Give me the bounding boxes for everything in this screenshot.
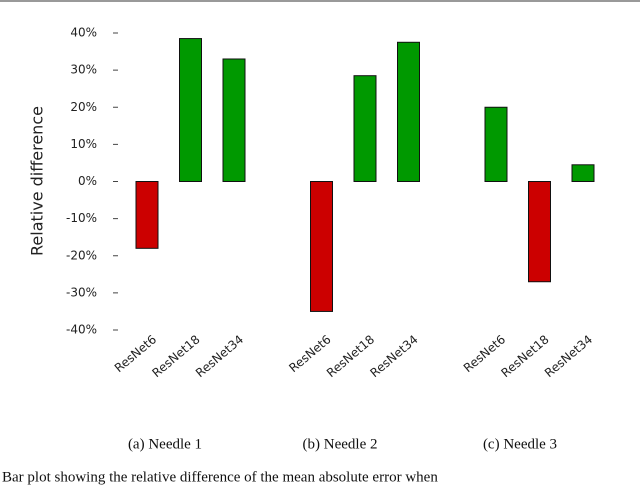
figure-caption: Bar plot showing the relative difference…	[2, 469, 438, 485]
bar	[571, 164, 595, 182]
x-tick-label: ResNet34	[367, 332, 420, 380]
bar	[310, 181, 333, 312]
y-tick-label: 20%	[70, 100, 97, 114]
y-tick-label: 40%	[70, 26, 97, 40]
bar	[397, 41, 420, 182]
y-tick-label: 30%	[70, 63, 97, 77]
x-tick-label: ResNet34	[193, 332, 246, 380]
y-tick-label: 10%	[70, 137, 97, 151]
y-tick-label: -40%	[66, 323, 97, 337]
y-tick-label: -30%	[66, 285, 97, 299]
y-tick-label: -10%	[66, 211, 97, 225]
y-tick-label: -20%	[66, 248, 97, 262]
x-tick-label: ResNet34	[542, 332, 595, 380]
subfigure-caption: (c) Needle 3	[483, 436, 557, 452]
bar	[179, 38, 202, 182]
bar	[135, 181, 159, 249]
y-axis-label: Relative difference	[28, 106, 47, 256]
bar	[528, 181, 551, 283]
subfigure-caption: (a) Needle 1	[128, 436, 202, 452]
y-tick-label: 0%	[78, 174, 97, 188]
subfigure-caption: (b) Needle 2	[303, 436, 378, 452]
bar	[484, 106, 508, 182]
bar	[353, 75, 377, 182]
bar	[222, 58, 246, 182]
